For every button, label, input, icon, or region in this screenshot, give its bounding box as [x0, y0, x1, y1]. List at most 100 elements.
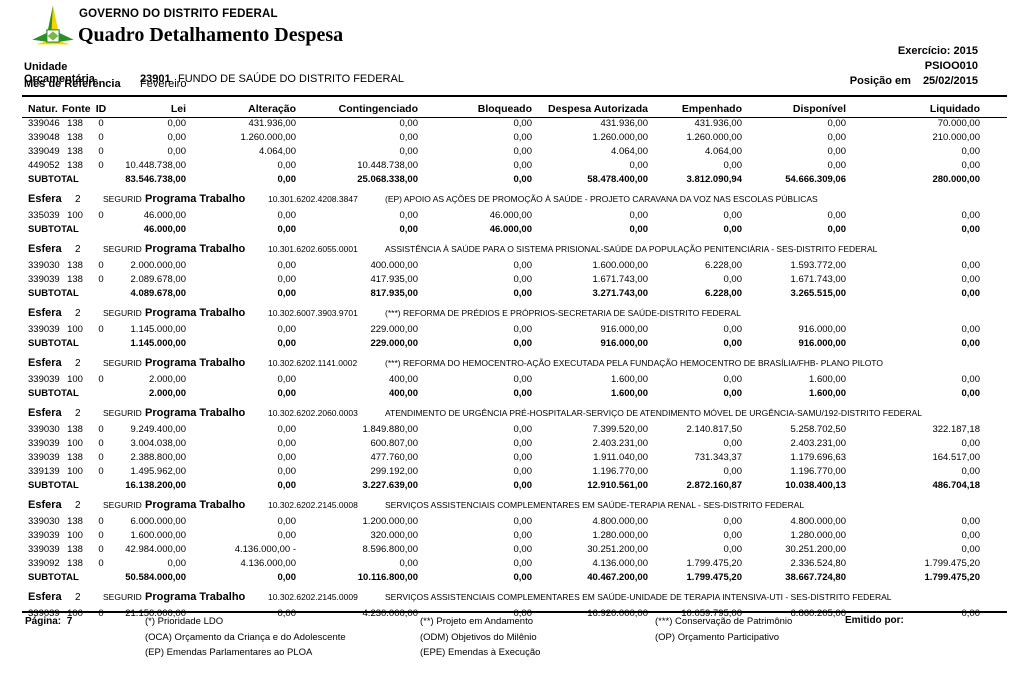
subtotal-cell: 400,00 — [388, 388, 418, 399]
subtotal-cell: 1.799.475,20 — [924, 572, 980, 583]
cell: 0,00 — [513, 466, 533, 477]
programa-trabalho-description: SERVIÇOS ASSISTENCIAIS COMPLEMENTARES EM… — [385, 592, 892, 602]
column-header: Fonte — [62, 103, 91, 115]
cell: 42.984.000,00 — [125, 544, 186, 555]
cell: 0,00 — [167, 132, 187, 143]
cell: 4.064,00 — [611, 146, 648, 157]
cell: 339039 — [28, 608, 60, 619]
subtotal-label: SUBTOTAL — [28, 572, 79, 583]
programa-trabalho-label: Programa Trabalho — [145, 357, 246, 369]
cell: 138 — [67, 544, 83, 555]
data-row: 339039 138 0 42.984.000,00 4.136.000,00 - 8.5… — [22, 543, 984, 557]
cell: 0,00 — [961, 210, 981, 221]
data-row: 339046 138 0 0,00 431.936,00 0,00 0,00 431.936,… — [22, 117, 984, 131]
cell: 2.336.524,80 — [790, 558, 846, 569]
cell: 600.807,00 — [370, 438, 418, 449]
esfera-sphere: SEGURID — [103, 194, 142, 204]
subtotal-cell: 0,00 — [723, 338, 743, 349]
cell: 138 — [67, 160, 83, 171]
programa-trabalho-description: ATENDIMENTO DE URGÊNCIA PRÉ-HOSPITALAR-S… — [385, 408, 923, 418]
subtotal-cell: 1.145.000,00 — [130, 338, 186, 349]
esfera-row: Esfera 2 SEGURID Programa Trabalho 10.302.62… — [22, 351, 984, 373]
cell: 1.671.743,00 — [790, 274, 846, 285]
data-row: 339030 138 0 2.000.000,00 0,00 400.000,00 0,00… — [22, 259, 984, 273]
subtotal-label: SUBTOTAL — [28, 174, 79, 185]
subtotal-cell: 58.478.400,00 — [587, 174, 648, 185]
cell: 4.800.000,00 — [790, 516, 846, 527]
cell: 6.228,00 — [705, 260, 742, 271]
logo-flame-edge — [47, 5, 53, 32]
cell: 916.000,00 — [600, 324, 648, 335]
subtotal-cell: 0,00 — [513, 174, 533, 185]
cell: 0,00 — [961, 260, 981, 271]
cell: 417.935,00 — [370, 274, 418, 285]
cell: 1.280.000,00 — [592, 530, 648, 541]
legend-column-2: (**) Projeto em Andamento (ODM) Objetivos… — [420, 614, 540, 661]
cell: 100 — [67, 324, 83, 335]
cell: 0 — [98, 424, 104, 435]
cell: 9.249.400,00 — [130, 424, 186, 435]
cell: 0,00 — [167, 118, 187, 129]
cell: 0,00 — [277, 210, 297, 221]
esfera-row: Esfera 2 SEGURID Programa Trabalho 10.302.62… — [22, 585, 984, 607]
subtotal-cell: 38.667.724,80 — [785, 572, 846, 583]
esfera-sphere: SEGURID — [103, 308, 142, 318]
cell: 0,00 — [961, 146, 981, 157]
legend-column-1: (*) Prioridade LDO (OCA) Orçamento da Cri… — [145, 614, 346, 661]
cell: 0,00 — [827, 210, 847, 221]
cell: 0,00 — [277, 274, 297, 285]
cell: 3.004.038,00 — [130, 438, 186, 449]
cell: 2.000.000,00 — [130, 260, 186, 271]
data-row: 449052 138 0 10.448.738,00 0,00 10.448.738,00… — [22, 159, 984, 173]
subtotal-cell: 0,00 — [513, 388, 533, 399]
cell: 138 — [67, 260, 83, 271]
cell: 2.388.800,00 — [130, 452, 186, 463]
cell: 1.200.000,00 — [362, 516, 418, 527]
cell: 0,00 — [277, 160, 297, 171]
subtotal-row: SUBTOTAL 46.000,00 0,00 0,00 46.000,00 0,00 0,… — [22, 223, 984, 237]
cell: 30.251.200,00 — [587, 544, 648, 555]
mes-value: Fevereiro — [140, 78, 187, 90]
cell: 0,00 — [629, 160, 649, 171]
cell: 138 — [67, 146, 83, 157]
cell: 2.140.817,50 — [686, 424, 742, 435]
exercicio: Exercício: 2015 — [897, 45, 978, 57]
logo-right-wing — [56, 31, 74, 43]
data-row: 335039 100 0 46.000,00 0,00 0,00 46.000,00 0,00… — [22, 209, 984, 223]
cell: 339049 — [28, 146, 60, 157]
cell: 0,00 — [961, 516, 981, 527]
subtotal-row: SUBTOTAL 4.089.678,00 0,00 817.935,00 0,00 3.… — [22, 287, 984, 301]
cell: 339046 — [28, 118, 60, 129]
cell: 400,00 — [388, 374, 418, 385]
cell: 0 — [98, 438, 104, 449]
subtotal-cell: 0,00 — [723, 388, 743, 399]
subtotal-label: SUBTOTAL — [28, 480, 79, 491]
subtotal-cell: 0,00 — [277, 480, 297, 491]
cell: 2.089.678,00 — [130, 274, 186, 285]
cell: 400.000,00 — [370, 260, 418, 271]
report-title: Quadro Detalhamento Despesa — [78, 24, 344, 46]
pagina-value: 7 — [66, 616, 73, 627]
subtotal-cell: 0,00 — [961, 224, 981, 235]
subtotal-label: SUBTOTAL — [28, 388, 79, 399]
cell: 0,00 — [277, 438, 297, 449]
programa-trabalho-label: Programa Trabalho — [145, 407, 246, 419]
unidade-name: FUNDO DE SAÚDE DO DISTRITO FEDERAL — [178, 73, 404, 85]
cell: 431.936,00 — [694, 118, 742, 129]
data-row: 339092 138 0 0,00 4.136.000,00 0,00 0,00 4.136.… — [22, 557, 984, 571]
cell: 1.600,00 — [611, 374, 648, 385]
unidade-orcamentaria-label: Unidade Orçamentária — [24, 61, 95, 85]
esfera-label: Esfera — [28, 499, 62, 511]
legend-column-3: (***) Conservação de Patrimônio (OP) Orça… — [655, 614, 792, 645]
cell: 0,00 — [513, 516, 533, 527]
cell: 1.600.000,00 — [130, 530, 186, 541]
org-name: GOVERNO DO DISTRITO FEDERAL — [79, 8, 278, 20]
cell: 1.671.743,00 — [592, 274, 648, 285]
cell: 4.064,00 — [259, 146, 296, 157]
cell: 7.399.520,00 — [592, 424, 648, 435]
subtotal-cell: 1.600,00 — [611, 388, 648, 399]
esfera-sphere: SEGURID — [103, 500, 142, 510]
cell: 5.258.702,50 — [790, 424, 846, 435]
cell: 210.000,00 — [932, 132, 980, 143]
pagina-label: Página: — [25, 616, 62, 627]
